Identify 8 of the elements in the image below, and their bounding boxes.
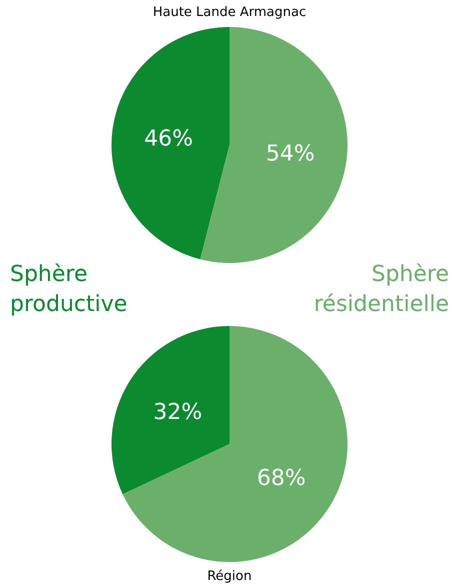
data-label: 46%	[144, 126, 194, 152]
data-label: 32%	[153, 400, 202, 426]
slice-label: Sphère productive	[9, 261, 128, 319]
text: Région	[207, 569, 252, 584]
data-label: 68%	[256, 466, 306, 491]
data-label: 54%	[266, 142, 315, 167]
chart-title: Haute Lande Armagnac	[152, 5, 306, 20]
slice-label: Sphère résidentielle	[312, 261, 450, 319]
